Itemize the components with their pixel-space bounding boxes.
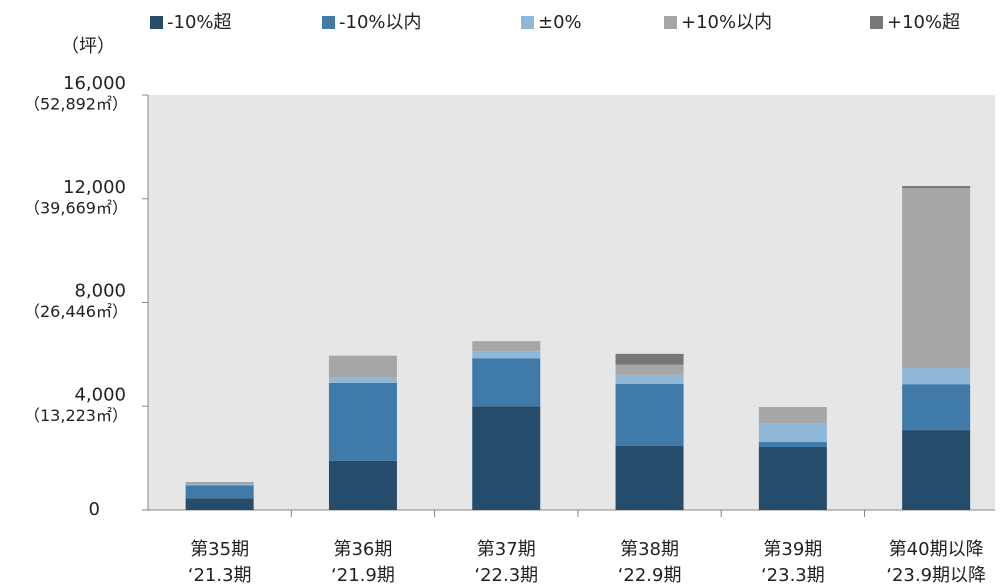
y-tick-label: 16,000 [63,73,126,94]
y-tick-label: 12,000 [63,177,126,198]
bar-segment [472,351,541,359]
legend-swatch [150,16,163,29]
bar-segment [328,377,397,383]
y-tick-label: 4,000 [74,384,126,405]
legend-label: +10%超 [887,12,960,33]
bar-segment [758,423,827,443]
bar-segment [328,460,397,510]
bar-segment [185,485,254,499]
y-tick-sublabel: （52,892㎡） [24,95,128,114]
bar-segment [615,353,684,365]
y-unit-label: （坪） [61,36,115,57]
x-tick-label: 第36期 [333,539,392,560]
bar-segment [185,481,254,485]
x-tick-sublabel: ‘21.3期 [188,565,252,586]
x-tick-sublabel: ‘23.9期以降 [886,565,986,586]
bar-segment [615,445,684,510]
legend-label: ±0% [538,12,582,33]
bar-segment [902,188,971,369]
x-tick-sublabel: ‘21.9期 [331,565,395,586]
bar-segment [185,484,254,486]
x-tick-label: 第39期 [763,539,822,560]
legend-label: -10%超 [167,12,232,33]
x-tick-label: 第37期 [477,539,536,560]
y-tick-sublabel: （13,223㎡） [24,406,128,425]
legend-swatch [322,16,335,29]
y-tick-label: 8,000 [74,281,126,302]
bar-segment [758,446,827,510]
bar-segment [902,368,971,385]
legend-label: -10%以内 [339,12,422,33]
legend-swatch [870,16,883,29]
bar-segment [615,383,684,446]
x-tick-label: 第35期 [190,539,249,560]
bar-segment [328,355,397,378]
bar-segment [902,186,971,189]
bar-segment [328,382,397,461]
bar-segment [472,406,541,510]
legend-swatch [521,16,534,29]
bar-segment [902,384,971,431]
y-tick-sublabel: （39,669㎡） [24,198,128,217]
legend-swatch [664,16,677,29]
bar-segment [758,407,827,424]
y-tick-sublabel: （26,446㎡） [24,302,128,321]
bar-segment [472,341,541,352]
bar-segment [615,374,684,384]
plot-area [148,95,995,510]
bar-segment [185,498,254,510]
bar-segment [472,358,541,407]
legend-label: +10%以内 [681,12,772,33]
x-tick-sublabel: ‘22.3期 [474,565,538,586]
x-tick-label: 第38期 [620,539,679,560]
x-tick-label: 第40期以降 [889,539,984,560]
y-tick-label: 0 [89,499,100,520]
x-tick-sublabel: ‘22.9期 [618,565,682,586]
bar-segment [615,364,684,375]
bar-segment [758,442,827,447]
x-tick-sublabel: ‘23.3期 [761,565,825,586]
bar-segment [902,430,971,510]
